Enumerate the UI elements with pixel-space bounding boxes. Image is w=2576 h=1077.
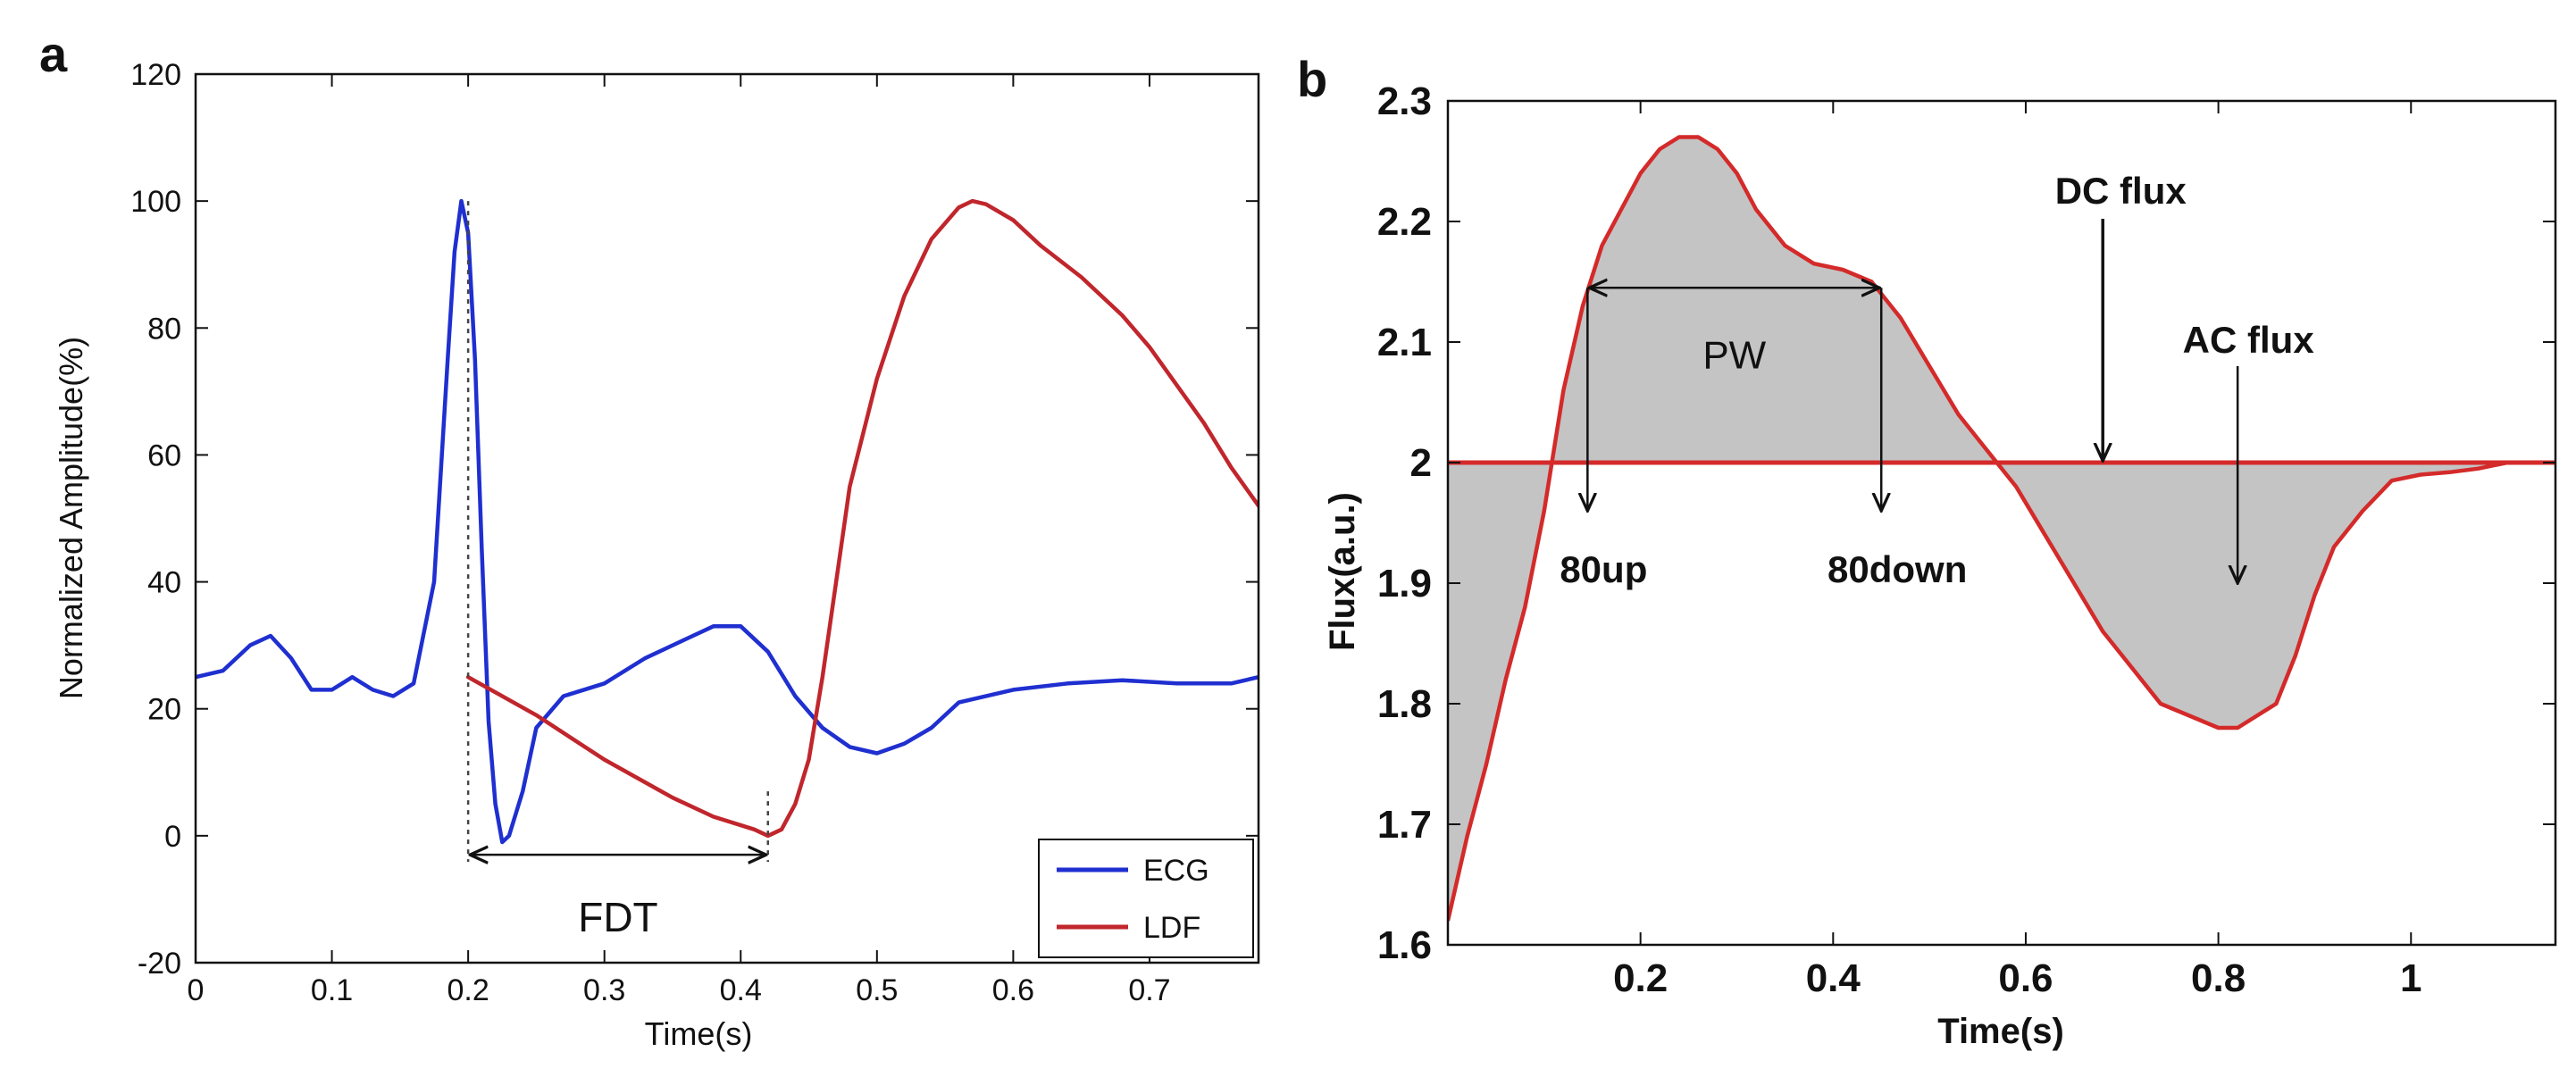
x-tick-label: 0.2 (447, 973, 489, 1007)
legend-label-ldf: LDF (1143, 911, 1200, 945)
eighty-down-label: 80down (1827, 548, 1967, 590)
legend-box (1038, 839, 1254, 958)
panel-a-x-axis-label: Time(s) (645, 1015, 753, 1052)
panel-a-annotations: FDT (466, 201, 770, 940)
y-tick-label: 1.6 (1377, 923, 1432, 967)
x-tick-label: 0.7 (1128, 973, 1170, 1007)
y-tick-label: -20 (138, 947, 181, 981)
flux-area-fill (1448, 137, 2555, 921)
x-tick-label: 0.4 (720, 973, 762, 1007)
panel-b-letter: b (1297, 51, 1327, 107)
x-tick-label: 0.6 (992, 973, 1034, 1007)
y-tick-label: 40 (147, 566, 181, 600)
flux-line (1448, 135, 2555, 922)
y-tick-label: 120 (130, 58, 181, 92)
eighty-up-label: 80up (1560, 548, 1647, 590)
panel-a: a 0 0.1 0.2 0.3 0.4 0.5 0.6 0.7-200204060801001… (39, 26, 1260, 1052)
panel-a-axes-frame (194, 72, 1260, 964)
x-tick-label: 0.4 (1806, 956, 1861, 1000)
y-tick-label: 80 (147, 312, 181, 346)
panel-b-ticks: 0.2 0.4 0.6 0.8 1 1.6 1.7 1.8 1.9 2 2.1 2.2 2.3 (1377, 79, 2555, 1000)
panel-b: b 0.2 0.4 0.6 0.8 1 1.6 1.7 1.8 1.9 2 2.1 2.2 2.3 PW… (1297, 51, 2557, 1051)
panel-b-axes-frame (1446, 99, 2557, 947)
y-tick-label: 20 (147, 693, 181, 727)
y-tick-label: 60 (147, 438, 181, 472)
x-tick-label: 0.1 (311, 973, 353, 1007)
panel-a-plot-area (196, 198, 1259, 845)
dc-flux-label: DC flux (2055, 170, 2187, 212)
x-tick-label: 1 (2400, 956, 2421, 1000)
panel-b-x-axis-label: Time(s) (1937, 1012, 2064, 1051)
y-tick-label: 2.3 (1377, 79, 1432, 123)
x-tick-label: 0.8 (2191, 956, 2246, 1000)
legend-label-ecg: ECG (1143, 854, 1209, 888)
x-tick-label: 0 (188, 973, 205, 1007)
x-tick-label: 0.2 (1613, 956, 1668, 1000)
y-tick-label: 1.7 (1377, 803, 1432, 847)
y-tick-label: 1.9 (1377, 562, 1432, 605)
pw-label: PW (1702, 333, 1766, 377)
y-tick-label: 2.1 (1377, 321, 1432, 364)
x-tick-label: 0.3 (583, 973, 625, 1007)
y-tick-label: 1.8 (1377, 682, 1432, 726)
y-tick-label: 0 (164, 820, 181, 854)
panel-a-legend: ECG LDF (1038, 839, 1254, 958)
series-line-ecg (196, 198, 1259, 845)
fdt-label: FDT (578, 894, 657, 940)
panel-a-letter: a (39, 26, 68, 82)
panel-b-y-axis-label: Flux(a.u.) (1323, 492, 1362, 651)
y-tick-label: 100 (130, 185, 181, 219)
panel-a-y-axis-label: Normalized Amplitude(%) (53, 337, 89, 699)
x-tick-label: 0.5 (856, 973, 898, 1007)
y-tick-label: 2.2 (1377, 200, 1432, 244)
panel-b-annotations: PW 80up 80down DC flux AC flux (1560, 170, 2314, 590)
ac-flux-label: AC flux (2183, 319, 2315, 361)
series-line-ldf (465, 198, 1259, 839)
x-tick-label: 0.6 (1998, 956, 2053, 1000)
panel-b-plot-area (1448, 135, 2555, 922)
y-tick-label: 2 (1410, 441, 1432, 485)
